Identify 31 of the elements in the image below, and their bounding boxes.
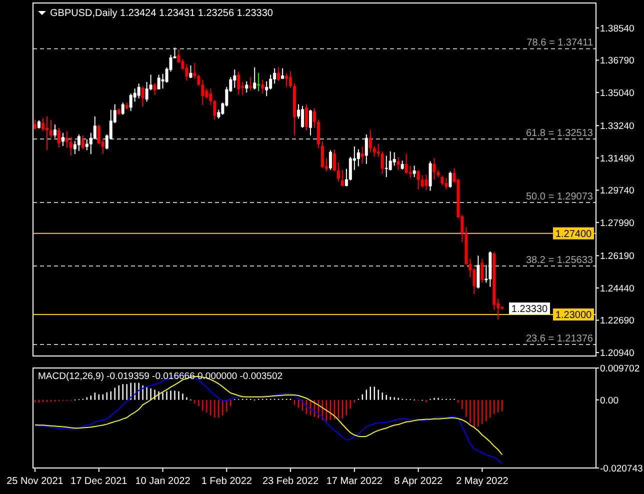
y-tick-label: 1.33240 bbox=[600, 121, 634, 132]
ref-line-label: 50.0 = 1.29073 bbox=[526, 192, 594, 202]
text: GBPUSD,Daily 1.23424 1.23431 1.23256 1.23330 bbox=[50, 8, 274, 19]
y-tick-label: 0.00 bbox=[600, 395, 618, 406]
y-tick-label: 1.36790 bbox=[600, 56, 634, 67]
x-tick-label: 17 Dec 2021 bbox=[70, 476, 128, 487]
y-tick-label: 1.27990 bbox=[600, 218, 634, 229]
ref-line-label: 23.6 = 1.21376 bbox=[526, 333, 594, 344]
ref-line-label: 78.6 = 1.37411 bbox=[526, 38, 594, 49]
y-tick-label: 1.38540 bbox=[600, 23, 634, 34]
x-tick-label: 23 Feb 2022 bbox=[262, 476, 320, 487]
ref-line-label: 61.8 = 1.32513 bbox=[526, 128, 594, 140]
x-tick-label: 10 Jan 2022 bbox=[135, 476, 191, 487]
y-tick-label: 0.009702 bbox=[600, 364, 640, 374]
x-tick-label: 1 Feb 2022 bbox=[201, 476, 252, 487]
ref-line-label: 1.23000 bbox=[555, 310, 592, 322]
y-tick-label: 1.26190 bbox=[600, 251, 634, 262]
ref-line-label: 38.2 = 1.25633 bbox=[526, 254, 594, 266]
y-tick-label: 1.35040 bbox=[600, 88, 634, 99]
y-tick-label: -0.020743 bbox=[600, 464, 643, 474]
annotation: 1.23330 bbox=[511, 304, 548, 316]
x-tick-label: 17 Mar 2022 bbox=[326, 476, 383, 487]
y-tick-label: 1.29740 bbox=[600, 186, 634, 197]
y-tick-label: 1.31490 bbox=[600, 153, 634, 164]
x-tick-label: 2 May 2022 bbox=[456, 476, 509, 487]
ref-line-label: 1.27400 bbox=[555, 228, 592, 240]
y-tick-label: 1.22690 bbox=[600, 316, 634, 327]
y-tick-label: 1.24440 bbox=[600, 283, 634, 294]
x-tick-label: 8 Apr 2022 bbox=[394, 476, 443, 487]
x-tick-label: 25 Nov 2021 bbox=[6, 476, 64, 487]
y-tick-label: 1.20940 bbox=[600, 348, 634, 359]
